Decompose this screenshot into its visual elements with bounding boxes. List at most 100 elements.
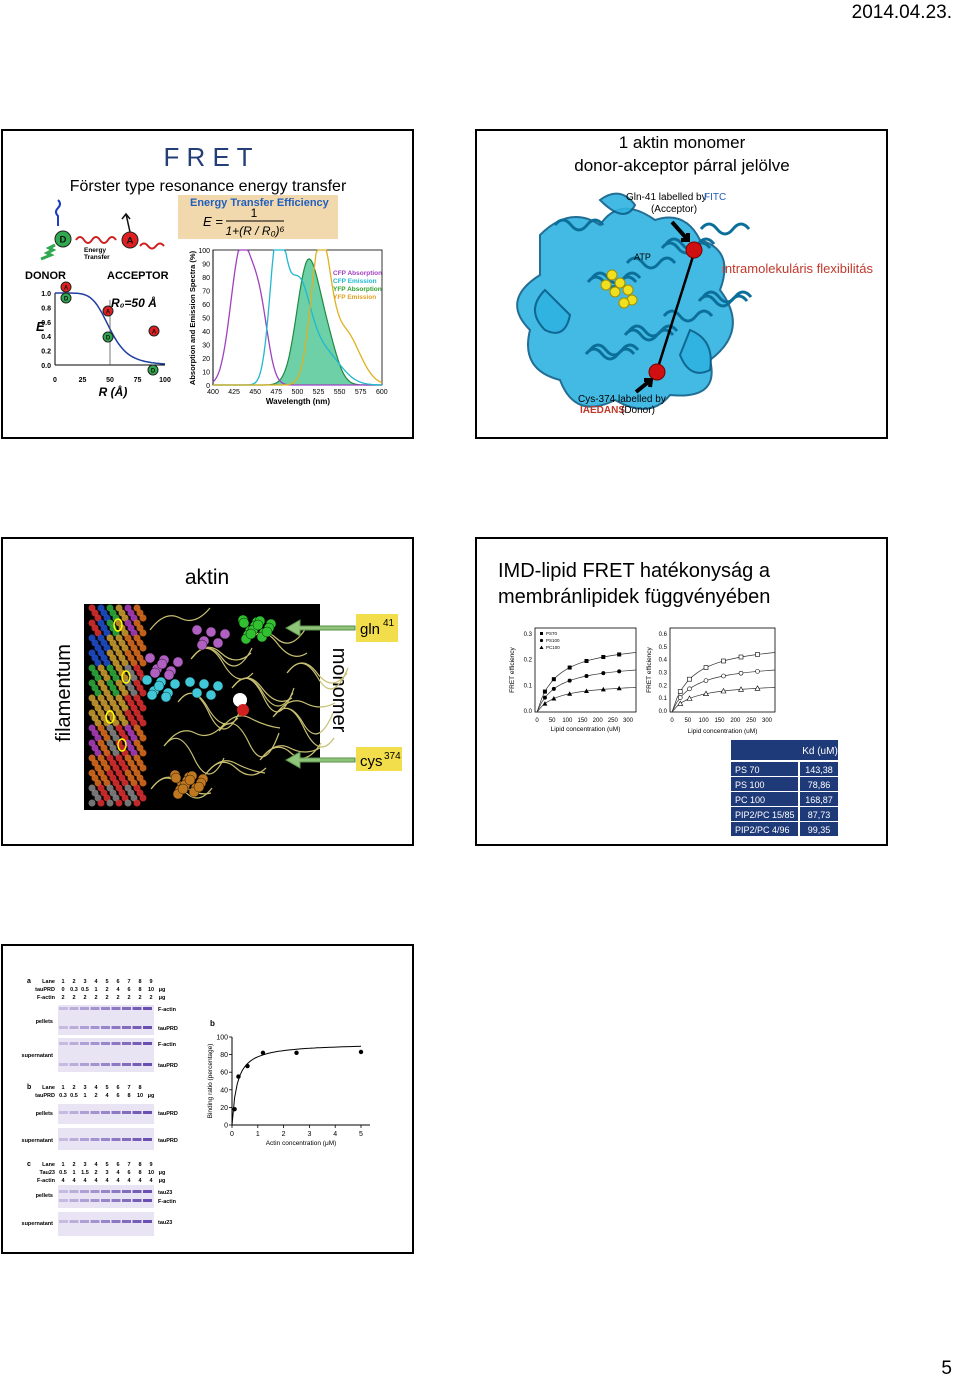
atp-atom: [622, 284, 634, 296]
data-point: [542, 701, 548, 706]
filament-atom: [97, 799, 105, 807]
data-point: [754, 685, 761, 691]
data-point: [584, 659, 589, 663]
data-point: [567, 691, 573, 696]
protein-helix: [699, 222, 751, 236]
filament-label: filamentum: [53, 644, 75, 742]
data-point: [584, 688, 589, 693]
y-tick-label: 60: [220, 1070, 228, 1077]
cys-role: (Donor): [621, 405, 655, 416]
lane-value: 8: [127, 1093, 130, 1099]
lane-value: 5: [105, 979, 108, 985]
gel-band: [80, 1111, 89, 1114]
lane-value: 8: [138, 987, 141, 993]
fluorophore: [54, 230, 72, 248]
lane-value: 1: [61, 1162, 64, 1168]
lane-value: 7: [127, 1085, 130, 1091]
lane-value: 0.3: [70, 987, 78, 993]
gln-superscript: 41: [383, 618, 395, 629]
table-cell: [731, 792, 798, 806]
x-tick-label: 150: [577, 718, 588, 724]
lane-value: 1: [61, 979, 64, 985]
backbone-trace: [219, 715, 281, 731]
fluorophore: [102, 331, 114, 343]
cys-box: [356, 747, 402, 771]
table-cell: [800, 822, 838, 836]
data-point: [677, 695, 683, 700]
legend-entry: CFP Absorption: [333, 270, 382, 277]
lane-value: 7: [127, 979, 130, 985]
gel-band: [69, 1063, 79, 1066]
e-tick-label: 1.0: [41, 291, 51, 298]
x-tick-label: 100: [562, 718, 573, 724]
lane-value: 8: [138, 1085, 141, 1091]
lane-value: 3: [83, 1162, 86, 1168]
fluorophore-label: D: [106, 335, 111, 341]
energy-transfer: Transfer: [84, 254, 110, 261]
band-label: tauPRD: [158, 1138, 178, 1144]
gel-band: [101, 1111, 110, 1114]
residue-sphere: [144, 652, 156, 664]
fluorophore-label: A: [64, 285, 69, 291]
gel-band: [59, 1111, 68, 1114]
data-point: [551, 677, 556, 682]
backbone-trace: [163, 737, 225, 775]
gel-band: [80, 1190, 89, 1193]
e-tick-label: 0.4: [41, 334, 51, 341]
gel-band: [80, 1026, 89, 1029]
spectra-y-tick-label: 30: [202, 343, 210, 350]
binding-point: [260, 1050, 266, 1056]
subunit-marker: [121, 670, 131, 684]
lane-value: 0.5: [59, 1170, 67, 1176]
binding-point: [294, 1050, 299, 1056]
acceptor-site: [685, 241, 703, 259]
fluorophore-label: D: [151, 368, 156, 374]
lane-value: 2: [61, 995, 64, 1001]
y-axis-label: FRET efficiency: [646, 646, 653, 692]
lane-value: 4: [116, 987, 120, 993]
gel-band: [143, 1199, 152, 1202]
binding-curve: [231, 1045, 362, 1126]
table-cell: [800, 762, 838, 776]
residue-sphere: [191, 687, 203, 699]
residue-sphere: [156, 658, 168, 670]
filament-atom: [139, 689, 147, 697]
panel-letter: c: [27, 1161, 31, 1168]
filament-atom: [139, 764, 147, 772]
spectra-y-tick-label: 10: [202, 370, 210, 377]
data-point: [601, 671, 606, 676]
slide-monomer: 1 aktin monomer donor-akceptor párral jel…: [475, 129, 888, 439]
binding-point: [236, 1074, 241, 1079]
table-row-label: PC 100: [735, 795, 765, 805]
data-point: [703, 665, 709, 670]
lane-value: 0: [61, 987, 64, 993]
band-label: tauPRD: [158, 1026, 178, 1032]
gel-band: [101, 1138, 110, 1141]
cfp-absorption-curve: [212, 249, 382, 386]
gel-band: [132, 1220, 142, 1223]
monomer-label: monomer: [328, 648, 350, 733]
lane-row-label: Lane: [42, 979, 55, 985]
table-header-cell: [731, 740, 838, 760]
gel-band: [122, 1138, 131, 1141]
x-tick-label: 300: [623, 718, 634, 724]
y-tick-label: 0.0: [524, 709, 533, 715]
data-point: [617, 669, 622, 674]
spectra-x-tick-label: 600: [376, 389, 388, 396]
atp-atom: [614, 277, 626, 289]
gel-section-label: pellets: [36, 1111, 53, 1117]
data-point: [721, 658, 726, 664]
gln-label: Gln-41 labelled by: [626, 192, 707, 203]
lane-value: μg: [159, 995, 166, 1001]
spectra-x-tick-label: 475: [270, 389, 282, 396]
lane-value: 2: [105, 995, 108, 1001]
y-tick-label: 0.2: [659, 683, 668, 689]
gel-band: [132, 1007, 142, 1010]
x-axis-label: Lipid concentration (uM): [688, 728, 758, 735]
spectra-y-tick-label: 0: [206, 383, 210, 390]
lane-value: 7: [127, 1162, 130, 1168]
date: 2014.04.23.: [851, 2, 952, 23]
gel-band: [111, 1190, 121, 1193]
y-tick-label: 0.0: [659, 709, 668, 715]
data-point: [551, 695, 557, 701]
